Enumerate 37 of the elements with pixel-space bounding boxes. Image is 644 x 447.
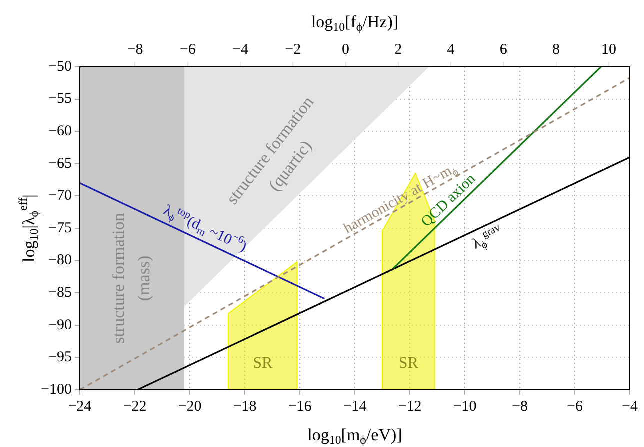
x-tick-label: −10 [453, 398, 477, 415]
y-tick-label: −90 [48, 317, 72, 334]
x2-tick-label: −4 [232, 42, 249, 58]
x-tick-label: −22 [123, 398, 147, 415]
y-tick-label: −80 [48, 252, 72, 269]
x-tick-label: −8 [512, 398, 528, 415]
x2-tick-label: 8 [552, 42, 560, 58]
x-tick-label: −18 [233, 398, 257, 415]
x2-tick-label: 4 [447, 42, 456, 58]
x2-tick-label: −8 [127, 42, 144, 58]
x-tick-label: −20 [178, 398, 202, 415]
series-label: SR [398, 355, 419, 372]
x-tick-label: −12 [398, 398, 422, 415]
band-label: structure formation (mass) [108, 212, 154, 344]
x-tick-label: −16 [288, 398, 312, 415]
y-tick-label: −70 [48, 188, 72, 204]
y-tick-label: −85 [48, 285, 72, 302]
y-tick-label: −95 [48, 350, 72, 366]
x2-tick-label: 6 [500, 42, 508, 58]
y-tick-label: −50 [48, 58, 72, 75]
y-tick-label: −60 [48, 124, 72, 140]
y-axis-title: log10|λϕeff| [16, 194, 42, 262]
y-tick-label: −100 [40, 382, 72, 398]
x-tick-label: −6 [567, 398, 584, 415]
x2-tick-label: −2 [285, 42, 302, 58]
x2-tick-label: −6 [180, 42, 196, 58]
x-tick-label: −14 [343, 398, 368, 415]
series-label: SR [253, 355, 273, 372]
x2-tick-label: 0 [342, 42, 350, 58]
y-tick-label: −75 [48, 220, 72, 236]
x2-tick-label: 2 [394, 42, 402, 58]
text: λϕgrav [470, 222, 503, 253]
x-tick-label: −4 [622, 398, 638, 415]
x-tick-label: −24 [68, 398, 92, 415]
y-tick-label: −55 [48, 91, 72, 108]
x2-tick-label: 10 [601, 42, 616, 58]
y-tick-label: −65 [48, 156, 72, 172]
